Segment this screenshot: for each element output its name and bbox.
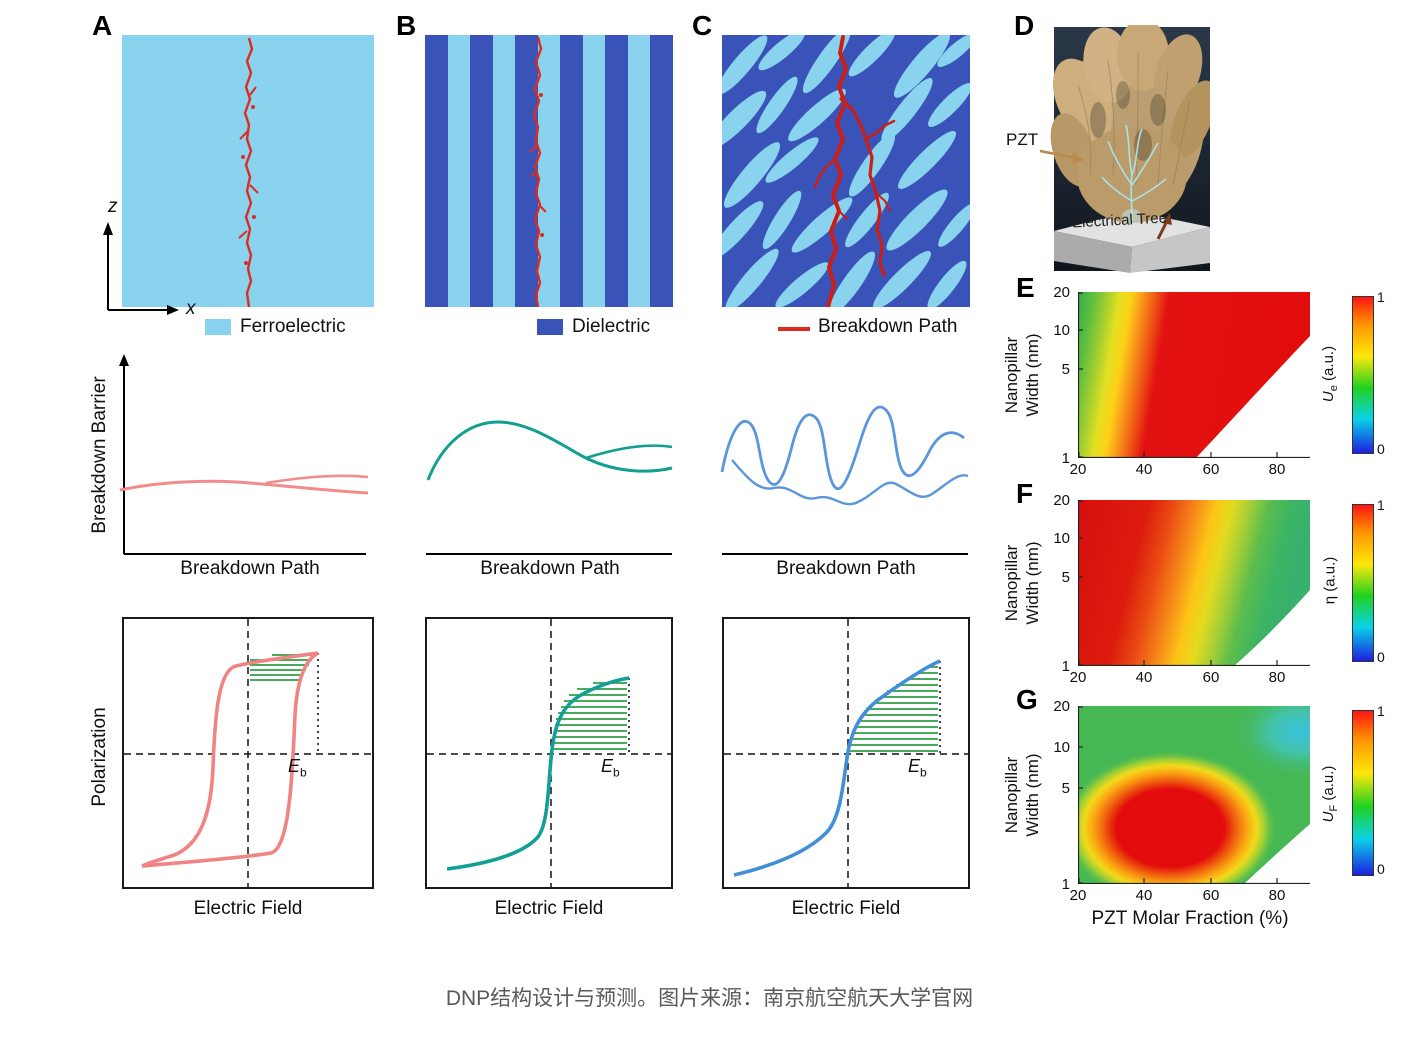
g-xtick-40: 40 [1135,887,1153,904]
g-xtick-60: 60 [1202,887,1220,904]
f-xtick-20: 20 [1069,669,1087,686]
legend-ferroelectric-label: Ferroelectric [240,316,346,337]
panel-label-d: D [1014,10,1035,41]
heatmap-e [1078,292,1310,458]
barrier-curve-a [119,354,369,555]
colorbar-f [1352,504,1374,662]
scurve-plot-c [722,617,970,889]
colorbar-e [1352,296,1374,454]
g-xtick-80: 80 [1268,887,1286,904]
ferroelectric-structure-plot [122,35,374,307]
breakdown-path-b [532,36,543,307]
scurve-plot-b [425,617,673,889]
legend-dielectric-swatch [537,319,563,335]
axis-label-x: x [186,298,196,319]
breakdown-path-label-a: Breakdown Path [180,558,320,579]
e-cbar-label: Ue (a.u.) [1320,345,1340,403]
barrier-curve-c [720,405,969,555]
barrier-curve-b [426,420,673,555]
e-xtick-40: 40 [1135,461,1153,478]
pe-curve-c [733,659,941,877]
legend-breakdown-label: Breakdown Path [818,316,958,337]
zx-axes [103,222,179,315]
e-xtick-20: 20 [1069,461,1087,478]
electric-field-label-b: Electric Field [494,898,604,919]
e-xtick-60: 60 [1202,461,1220,478]
panel-label-e: E [1016,272,1035,303]
f-ytick-20: 20 [1053,492,1070,509]
legend-dielectric-label: Dielectric [572,316,651,337]
pe-curve-b [446,676,630,871]
polarization-axis-label: Polarization [89,707,110,807]
panel-label-a: A [92,10,113,41]
g-xtick-20: 20 [1069,887,1087,904]
electrical-tree-photo [1039,25,1210,273]
e-ytick-5: 5 [1061,361,1070,378]
e-ytick-20: 20 [1053,284,1070,301]
e-yaxis-label: Nanopillar Width (nm) [1002,333,1042,417]
nanopillar-structure-plot [722,35,970,307]
colorbar-g [1352,710,1374,876]
f-cbar-label: η (a.u.) [1321,556,1339,605]
figure-caption: DNP结构设计与预测。图片来源：南京航空航天大学官网 [445,987,974,1010]
g-ytick-20: 20 [1053,698,1070,715]
g-ytick-1: 1 [1061,876,1070,893]
hysteresis-plot-a [122,617,374,889]
pzt-arrow [1039,149,1077,160]
electric-field-label-a: Electric Field [193,898,303,919]
e-ytick-10: 10 [1053,322,1070,339]
f-cbar-max: 1 [1377,497,1385,513]
breakdown-path-label-c: Breakdown Path [776,558,916,579]
blue-tree [1101,124,1167,222]
e-cbar-max: 1 [1377,289,1385,305]
electrical-tree-path [813,35,896,307]
multilayer-structure-plot [425,35,673,307]
eb-label-c: Eb [908,756,927,780]
g-cbar-max: 1 [1377,703,1385,719]
f-yaxis-label: Nanopillar Width (nm) [1002,541,1042,625]
e-ytick-1: 1 [1061,450,1070,467]
panel-label-c: C [692,10,713,41]
energy-hatch-c [849,666,938,752]
f-xtick-80: 80 [1268,669,1286,686]
f-xtick-40: 40 [1135,669,1153,686]
g-ytick-10: 10 [1053,739,1070,756]
legend-ferroelectric-swatch [205,319,231,335]
eb-label-b: Eb [601,756,620,780]
electric-field-label-c: Electric Field [791,898,901,919]
hysteresis-loop [141,651,319,868]
g-yaxis-label: Nanopillar Width (nm) [1002,753,1042,837]
g-ytick-5: 5 [1061,780,1070,797]
g-cbar-min: 0 [1377,861,1385,877]
eb-label-a: Eb [288,756,307,780]
f-ytick-1: 1 [1061,658,1070,675]
panel-label-g: G [1016,684,1038,715]
e-cbar-min: 0 [1377,441,1385,457]
heatmap-f [1078,500,1310,666]
e-xtick-80: 80 [1268,461,1286,478]
breakdown-path-label-b: Breakdown Path [480,558,620,579]
f-ytick-5: 5 [1061,569,1070,586]
heatmap-g [1078,706,1310,884]
axis-label-z: z [108,196,118,217]
g-cbar-label: UF (a.u.) [1320,765,1340,823]
breakdown-barrier-axis-label: Breakdown Barrier [89,376,110,534]
heatmap-xlabel: PZT Molar Fraction (%) [1091,908,1289,929]
breakdown-path-a [243,37,254,307]
f-ytick-10: 10 [1053,530,1070,547]
panel-label-f: F [1016,478,1034,509]
f-cbar-min: 0 [1377,649,1385,665]
f-xtick-60: 60 [1202,669,1220,686]
legend-breakdown-swatch [778,327,810,331]
pzt-label: PZT [1006,130,1039,149]
panel-label-b: B [396,10,417,41]
